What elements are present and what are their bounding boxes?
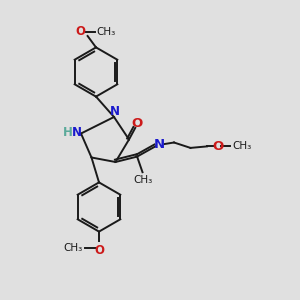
- Text: O: O: [132, 117, 143, 130]
- Text: O: O: [76, 25, 85, 38]
- Text: O: O: [213, 140, 224, 153]
- Text: CH₃: CH₃: [97, 27, 116, 37]
- Text: N: N: [71, 125, 82, 139]
- Text: N: N: [110, 105, 120, 118]
- Text: O: O: [94, 244, 104, 257]
- Text: N: N: [154, 137, 165, 151]
- Text: CH₃: CH₃: [63, 243, 82, 253]
- Text: CH₃: CH₃: [133, 175, 152, 184]
- Text: H: H: [63, 125, 73, 139]
- Text: CH₃: CH₃: [232, 141, 252, 152]
